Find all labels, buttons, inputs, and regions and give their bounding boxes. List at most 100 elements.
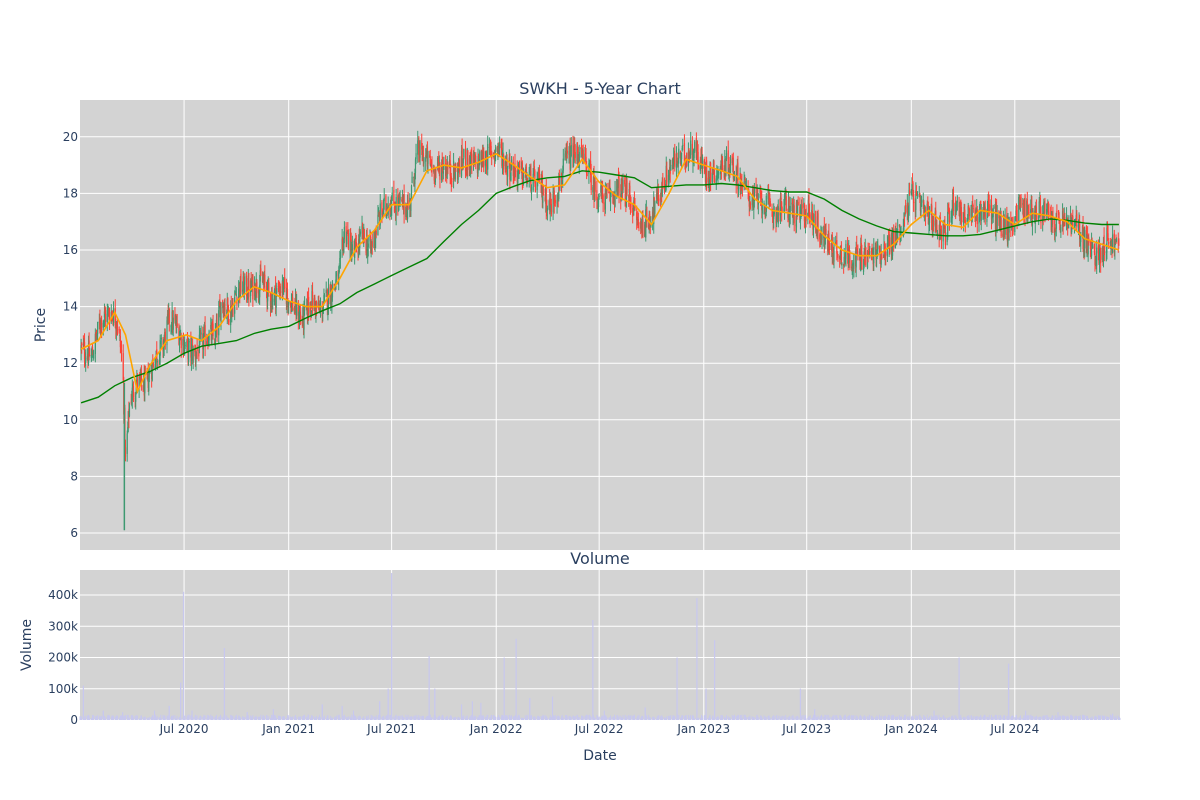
volume-bar: [757, 716, 759, 720]
candle-down: [219, 294, 221, 307]
volume-bar: [363, 716, 365, 720]
volume-bar: [417, 715, 419, 720]
volume-bar: [81, 717, 83, 720]
date-x-tick-label: Jul 2021: [366, 722, 416, 736]
volume-bar: [493, 715, 495, 720]
volume-bar: [1058, 717, 1060, 720]
volume-bar: [664, 717, 666, 720]
volume-bar: [485, 716, 487, 720]
volume-bar: [724, 718, 726, 720]
volume-bar: [760, 715, 762, 720]
candle-down: [503, 153, 505, 175]
volume-bar: [847, 715, 849, 720]
volume-bar: [1062, 718, 1064, 720]
volume-bar: [326, 715, 328, 720]
volume-bar: [267, 718, 269, 720]
volume-bar: [844, 714, 846, 720]
volume-bar: [783, 715, 785, 720]
volume-bar: [918, 714, 920, 720]
candle-up: [1004, 208, 1006, 239]
volume-bar: [564, 717, 566, 720]
volume-bar: [250, 715, 252, 720]
volume-bar: [856, 716, 858, 720]
volume-bar: [889, 715, 891, 720]
candle-down: [982, 201, 985, 219]
volume-bar: [312, 715, 314, 720]
candle-down: [972, 195, 974, 207]
candle-up: [160, 334, 162, 350]
volume-spike-bar: [341, 705, 343, 720]
volume-bar: [988, 714, 990, 720]
volume-bar: [1002, 717, 1004, 720]
volume-bar: [839, 715, 841, 720]
volume-bar: [938, 714, 940, 720]
candle-up: [103, 303, 106, 328]
volume-bar: [566, 714, 568, 720]
volume-bar: [317, 717, 319, 720]
volume-bar: [196, 715, 198, 720]
volume-bar: [1015, 714, 1017, 720]
volume-bar: [1081, 714, 1083, 720]
candle-down: [840, 241, 842, 266]
volume-bar: [492, 715, 494, 720]
volume-spike-bar: [592, 620, 594, 720]
volume-bar: [1119, 717, 1121, 720]
volume-bar: [155, 718, 157, 720]
volume-bar: [458, 717, 460, 720]
volume-bar: [924, 717, 926, 720]
volume-bar: [767, 716, 769, 720]
candle-down: [176, 314, 178, 328]
volume-bar: [520, 717, 522, 720]
volume-bar: [565, 714, 567, 720]
candle-up: [188, 338, 190, 351]
volume-bar: [227, 717, 229, 720]
candle-down: [140, 365, 143, 391]
volume-bar: [240, 717, 242, 720]
volume-bar: [214, 716, 216, 720]
volume-bar: [450, 715, 452, 720]
volume-bar: [815, 717, 817, 720]
volume-bar: [413, 716, 415, 720]
volume-bar: [136, 718, 138, 720]
volume-bar: [808, 716, 810, 720]
volume-bar: [907, 717, 909, 720]
volume-bar: [737, 714, 739, 720]
volume-bar: [1108, 717, 1110, 720]
volume-bar: [656, 718, 658, 720]
candle-down: [542, 184, 545, 196]
candle-up: [1096, 240, 1098, 275]
volume-bar: [951, 715, 953, 720]
volume-bar: [532, 716, 534, 720]
volume-bar: [1027, 715, 1029, 720]
volume-bar: [733, 717, 735, 720]
volume-bar: [633, 715, 635, 720]
volume-bar: [995, 716, 997, 720]
volume-bar: [158, 717, 160, 720]
volume-bar: [684, 718, 686, 720]
volume-bar: [697, 718, 699, 720]
volume-bar: [147, 717, 149, 720]
volume-bar: [1089, 717, 1091, 720]
volume-bar: [898, 715, 900, 720]
volume-bar: [609, 717, 611, 720]
volume-bar: [422, 716, 424, 720]
candle-up: [379, 194, 381, 229]
volume-bar: [320, 717, 322, 720]
volume-bar: [674, 716, 676, 720]
candle-up: [779, 191, 782, 224]
candle-up: [131, 379, 133, 409]
candle-down: [164, 328, 166, 350]
volume-bar: [128, 717, 130, 720]
candle-up: [323, 293, 326, 304]
volume-bar: [248, 717, 250, 720]
volume-bar: [504, 715, 506, 720]
volume-bar: [785, 714, 787, 720]
volume-bar: [524, 715, 526, 720]
volume-bar: [646, 716, 648, 720]
volume-bar: [859, 716, 861, 720]
candle-down: [903, 213, 906, 227]
volume-bar: [1071, 715, 1073, 720]
candle-up: [729, 155, 732, 174]
volume-bar: [791, 717, 793, 720]
volume-bar: [494, 717, 496, 720]
